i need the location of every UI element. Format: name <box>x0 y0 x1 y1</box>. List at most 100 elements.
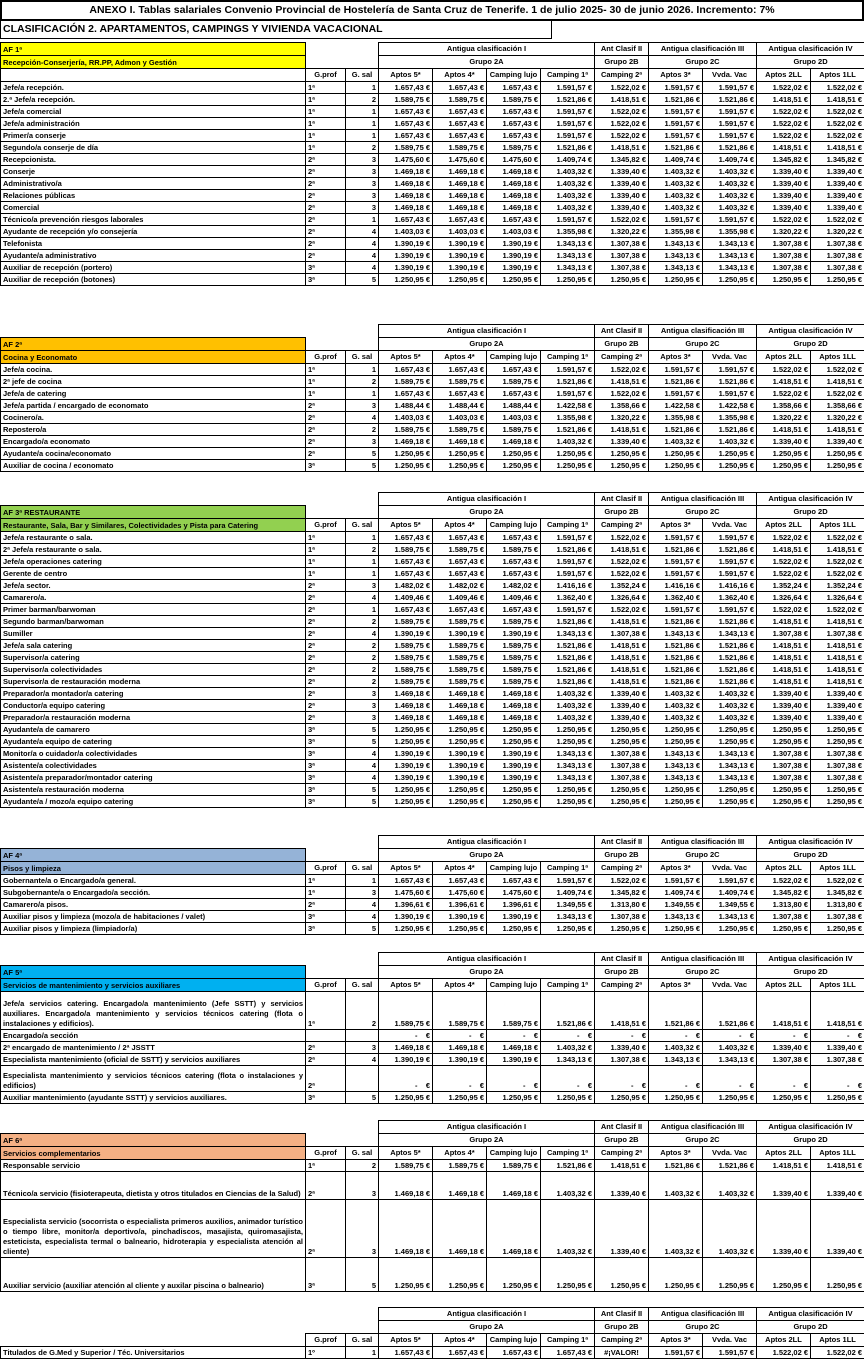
salary-cell: - € <box>433 1030 487 1042</box>
gprof-cell: 1º <box>306 1347 346 1359</box>
gsal-cell: 1 <box>346 532 379 544</box>
salary-cell: 1.250,95 € <box>487 923 541 935</box>
salary-cell: 1.409,74 € <box>703 887 757 899</box>
salary-cell: 1.418,51 € <box>757 640 811 652</box>
salary-cell: 1.343,13 € <box>649 760 703 772</box>
salary-cell: 1.250,95 € <box>811 448 864 460</box>
salary-cell: 1.320,22 € <box>757 412 811 424</box>
salary-cell: 1.250,95 € <box>379 1258 433 1292</box>
salary-cell: 1.390,19 € <box>433 760 487 772</box>
table-row: Especialista mantenimiento (oficial de S… <box>1 1054 864 1066</box>
salary-cell: 1.591,57 € <box>649 364 703 376</box>
salary-cell: 1.339,40 € <box>811 178 864 190</box>
group-header: Grupo 2C <box>649 56 757 69</box>
gsal-cell: 4 <box>346 226 379 238</box>
salary-cell: 1.250,95 € <box>541 274 595 286</box>
job-title-cell: Jefe/a servicios catering. Encargado/a m… <box>1 992 306 1030</box>
salary-cell: 1.482,02 € <box>433 580 487 592</box>
salary-cell: 1.390,19 € <box>487 748 541 760</box>
salary-cell: 1.358,66 € <box>595 400 649 412</box>
column-header: Aptos 1LL <box>811 1147 864 1160</box>
job-title-cell: Asistente/a preparador/montador catering <box>1 772 306 784</box>
salary-cell: 1.339,40 € <box>757 1200 811 1258</box>
gsal-cell <box>346 1066 379 1092</box>
salary-cell: - € <box>433 1066 487 1092</box>
salary-cell: 1.339,40 € <box>595 1200 649 1258</box>
salary-cell: 1.522,02 € <box>811 106 864 118</box>
salary-cell: 1.657,43 € <box>379 388 433 400</box>
salary-cell: 1.469,18 € <box>433 436 487 448</box>
salary-cell: 1.307,38 € <box>595 628 649 640</box>
salary-cell: 1.521,86 € <box>649 992 703 1030</box>
group-header: Grupo 2C <box>649 338 757 351</box>
gprof-cell: 2ª <box>306 436 346 448</box>
salary-cell: 1.521,86 € <box>541 1160 595 1172</box>
salary-cell: 1.469,18 € <box>433 1042 487 1054</box>
salary-cell: 1.349,55 € <box>541 899 595 911</box>
salary-cell: 1.390,19 € <box>487 262 541 274</box>
salary-cell: 1.589,75 € <box>379 424 433 436</box>
gsal-cell: 1 <box>346 364 379 376</box>
gprof-cell: 3ª <box>306 748 346 760</box>
column-header: Aptos 3* <box>649 862 703 875</box>
salary-cell: 1.313,80 € <box>595 899 649 911</box>
salary-cell: 1.521,86 € <box>541 616 595 628</box>
salary-cell: 1.343,13 € <box>541 911 595 923</box>
salary-cell: 1.250,95 € <box>595 724 649 736</box>
job-title-cell: Jefe/a sala catering <box>1 640 306 652</box>
job-title-cell: Supervisor/a de restauración moderna <box>1 676 306 688</box>
salary-cell: 1.522,02 € <box>757 532 811 544</box>
salary-cell: 1.250,95 € <box>703 448 757 460</box>
salary-cell: 1.418,51 € <box>757 142 811 154</box>
group-header: Grupo 2A <box>379 56 595 69</box>
salary-cell: 1.250,95 € <box>757 460 811 472</box>
group-header: Antigua clasificación III <box>649 325 757 338</box>
salary-cell: 1.521,86 € <box>649 616 703 628</box>
salary-cell: 1.409,74 € <box>649 887 703 899</box>
job-title-cell: Sumiller <box>1 628 306 640</box>
salary-cell: 1.521,86 € <box>703 424 757 436</box>
salary-cell: 1.591,57 € <box>541 214 595 226</box>
salary-cell: 1.250,95 € <box>379 796 433 808</box>
salary-cell: 1.343,13 € <box>541 760 595 772</box>
salary-cell: 1.343,13 € <box>541 748 595 760</box>
section-subtitle: Servicios complementarios <box>1 1147 306 1160</box>
salary-cell: 1.390,19 € <box>487 238 541 250</box>
salary-cell: 1.591,57 € <box>703 532 757 544</box>
salary-cell: 1.307,38 € <box>595 1054 649 1066</box>
salary-cell: 1.589,75 € <box>487 142 541 154</box>
salary-cell: 1.521,86 € <box>649 94 703 106</box>
salary-cell: 1.250,95 € <box>757 796 811 808</box>
column-header: Camping lujo <box>487 1147 541 1160</box>
salary-cell: 1.657,43 € <box>433 82 487 94</box>
spacer-cell <box>306 836 379 849</box>
salary-cell: 1.522,02 € <box>811 1347 864 1359</box>
group-header: Antigua clasificación IV <box>757 836 864 849</box>
salary-cell: 1.522,02 € <box>595 82 649 94</box>
salary-cell: 1.657,43 € <box>379 106 433 118</box>
salary-cell: 1.591,57 € <box>649 556 703 568</box>
gprof-cell: 2ª <box>306 616 346 628</box>
group-header: Grupo 2C <box>649 506 757 519</box>
column-header: Camping 2ª <box>595 69 649 82</box>
group-header: Antigua clasificación I <box>379 953 595 966</box>
salary-cell: 1.418,51 € <box>757 544 811 556</box>
salary-cell: 1.469,18 € <box>379 178 433 190</box>
salary-cell: 1.343,13 € <box>703 238 757 250</box>
job-title-cell: Segundo/a conserje de día <box>1 142 306 154</box>
af-section-label: AF 4ª <box>1 849 306 862</box>
salary-cell: 1.522,02 € <box>811 388 864 400</box>
salary-cell: - € <box>649 1030 703 1042</box>
af-section-label: AF 1ª <box>1 43 306 56</box>
